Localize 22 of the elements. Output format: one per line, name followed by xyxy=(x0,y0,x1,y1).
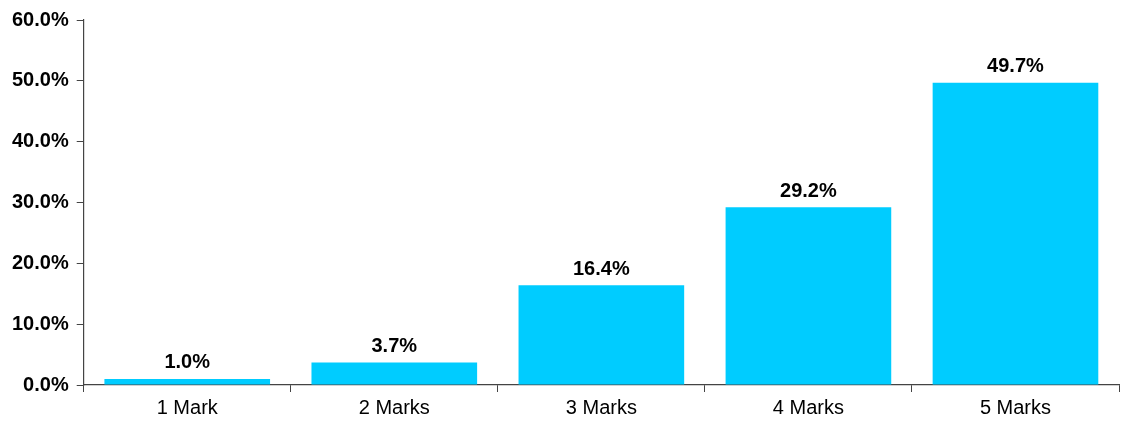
x-tick-label: 5 Marks xyxy=(979,395,1052,418)
data-label: 3.7% xyxy=(371,334,418,357)
y-tick-label: 60.0% xyxy=(11,7,69,30)
y-tick-label: 30.0% xyxy=(11,190,69,213)
bar xyxy=(932,82,1099,385)
x-tick-label: 1 Mark xyxy=(156,395,219,418)
data-label: 16.4% xyxy=(573,256,630,279)
x-tick-label: 2 Marks xyxy=(358,395,430,418)
y-tick-label: 40.0% xyxy=(11,129,69,152)
x-tick-label: 3 Marks xyxy=(565,395,637,418)
x-tick-label: 4 Marks xyxy=(772,395,844,418)
data-label: 1.0% xyxy=(164,350,211,373)
bar xyxy=(311,362,478,385)
bar xyxy=(518,285,685,385)
y-tick-label: 20.0% xyxy=(11,250,69,273)
y-tick-label: 0.0% xyxy=(23,372,69,395)
y-tick-label: 50.0% xyxy=(11,68,69,91)
data-label: 29.2% xyxy=(780,178,837,201)
bar xyxy=(104,378,271,385)
y-tick-label: 10.0% xyxy=(11,311,69,334)
bar xyxy=(725,207,892,385)
data-label: 49.7% xyxy=(987,54,1045,77)
